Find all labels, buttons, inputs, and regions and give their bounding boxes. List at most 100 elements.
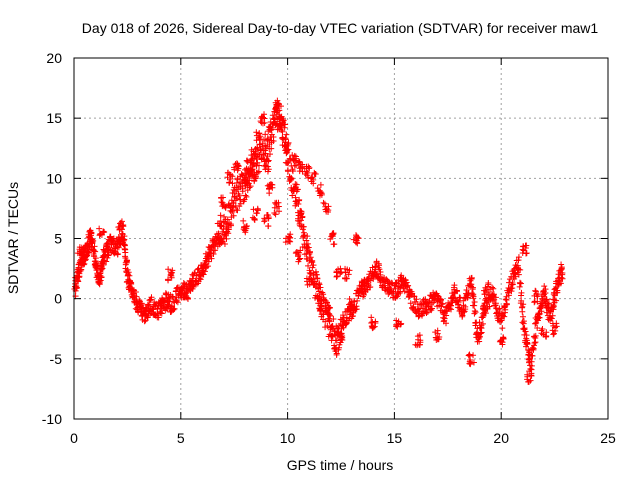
data-point (328, 233, 335, 240)
data-point (123, 259, 130, 266)
data-point (253, 210, 260, 217)
data-point (289, 152, 296, 159)
data-point (525, 378, 532, 385)
data-point (250, 151, 257, 158)
data-point (300, 234, 307, 241)
data-point (269, 184, 276, 191)
data-point (297, 217, 304, 224)
x-axis-label: GPS time / hours (287, 457, 394, 473)
data-point (225, 226, 232, 233)
data-point (222, 203, 229, 210)
data-point (144, 314, 151, 321)
data-point (256, 162, 263, 169)
data-point (523, 332, 530, 339)
data-point (242, 179, 249, 186)
data-point (282, 136, 289, 143)
data-point (165, 277, 172, 284)
data-point (318, 300, 325, 307)
data-point (346, 295, 353, 302)
data-point (291, 162, 298, 169)
data-point (454, 298, 461, 305)
data-point (152, 302, 159, 309)
data-point (347, 300, 354, 307)
data-point (492, 294, 499, 301)
data-point (170, 306, 177, 313)
data-point (343, 275, 350, 282)
data-point (360, 279, 367, 286)
data-point (340, 312, 347, 319)
data-point (325, 315, 332, 322)
data-point (249, 155, 256, 162)
data-point (543, 296, 550, 303)
data-point (247, 183, 254, 190)
data-point (243, 171, 250, 178)
data-point (471, 310, 478, 317)
data-point (276, 107, 283, 114)
data-point (370, 324, 377, 331)
data-point (253, 129, 260, 136)
data-point (453, 288, 460, 295)
data-point (441, 315, 448, 322)
data-point (342, 269, 349, 276)
data-point (317, 189, 324, 196)
data-point (439, 300, 446, 307)
data-point (479, 320, 486, 327)
data-point (372, 318, 379, 325)
data-point (76, 274, 83, 281)
data-point (272, 114, 279, 121)
data-point (368, 314, 375, 321)
data-point (110, 235, 117, 242)
data-point (171, 305, 178, 312)
data-point (192, 277, 199, 284)
data-point (476, 334, 483, 341)
data-point (301, 232, 308, 239)
data-point (489, 284, 496, 291)
data-point (551, 330, 558, 337)
data-point (558, 264, 565, 271)
data-point (121, 233, 128, 240)
data-point (532, 339, 539, 346)
data-point (243, 223, 250, 230)
data-point (353, 237, 360, 244)
data-point (369, 264, 376, 271)
data-point (305, 165, 312, 172)
data-point (532, 287, 539, 294)
data-point (264, 211, 271, 218)
data-point (224, 169, 231, 176)
data-point (330, 241, 337, 248)
data-point (407, 300, 414, 307)
data-point (307, 270, 314, 277)
data-point (273, 101, 280, 108)
data-point (262, 131, 269, 138)
data-point (351, 298, 358, 305)
data-point (279, 128, 286, 135)
data-point (492, 300, 499, 307)
data-point (218, 222, 225, 229)
data-point (528, 370, 535, 377)
data-point (333, 269, 340, 276)
data-point (305, 174, 312, 181)
data-point (296, 196, 303, 203)
data-point (254, 169, 261, 176)
data-point (307, 254, 314, 261)
data-point (310, 180, 317, 187)
data-point (221, 203, 228, 210)
data-point (233, 195, 240, 202)
data-point (309, 264, 316, 271)
data-point (323, 205, 330, 212)
data-point (250, 206, 257, 213)
data-point (218, 195, 225, 202)
data-point (345, 271, 352, 278)
data-point (114, 250, 121, 257)
data-point (230, 212, 237, 219)
data-point (438, 303, 445, 310)
data-point (428, 305, 435, 312)
data-point (304, 240, 311, 247)
data-point (447, 302, 454, 309)
data-point (534, 298, 541, 305)
data-point (325, 208, 332, 215)
data-point (348, 299, 355, 306)
data-point (303, 168, 310, 175)
data-point (282, 142, 289, 149)
